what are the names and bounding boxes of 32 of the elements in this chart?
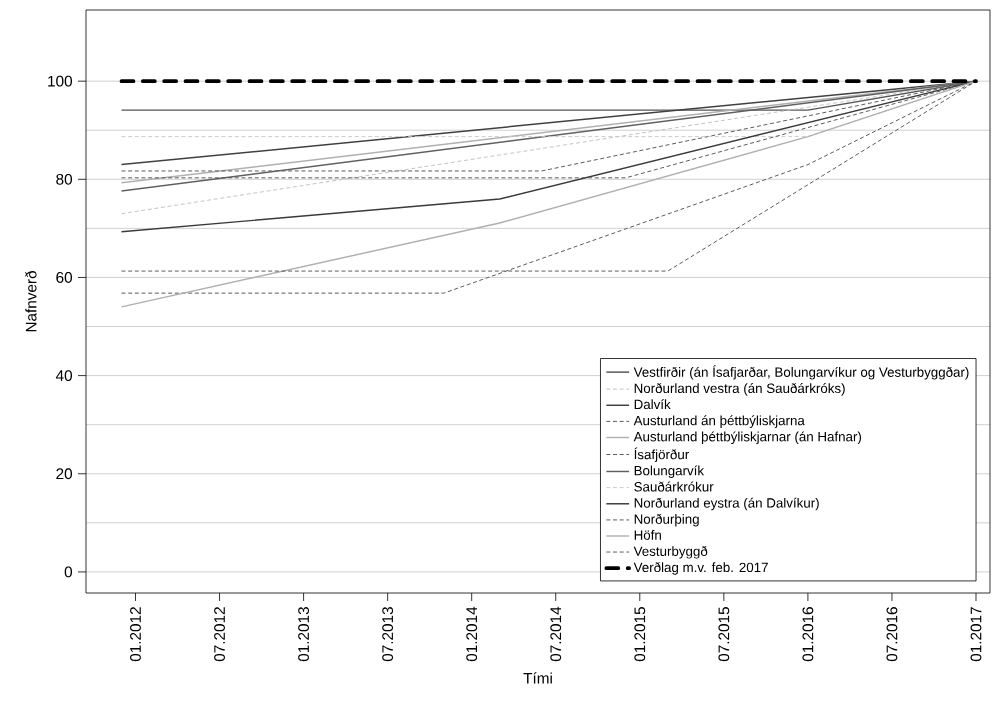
legend-label: Norðurland vestra (án Sauðárkróks) (634, 383, 845, 396)
y-tick-label: 60 (56, 272, 73, 283)
x-tick-label: 01.2016 (802, 607, 814, 662)
y-tick-label: 20 (56, 468, 73, 480)
x-tick-label: 07.2015 (718, 607, 730, 662)
x-tick-label: 01.2015 (634, 607, 646, 662)
legend-label: Vestfirðir (án Ísafjarðar, Bolungarvíkur og Vesturbyggðar) (633, 365, 969, 380)
x-tick-label: 01.2012 (130, 607, 141, 662)
legend-label: Sauðárkrókur (634, 481, 714, 492)
legend-label: Vesturbyggð (633, 545, 708, 559)
y-axis-title: Nafnverð (25, 270, 37, 332)
legend-label: Verðlag m.v. feb. 2017 (633, 562, 768, 575)
legend-label: Norðurland eystra (án Dalvíkur) (634, 497, 819, 511)
legend-label: Ísafjörður (634, 447, 689, 462)
legend-label: Höfn (634, 530, 661, 540)
y-tick-label: 80 (56, 173, 73, 185)
legend-label: Bolungarvík (634, 465, 705, 478)
x-tick-label: 01.2017 (970, 607, 982, 662)
legend-label: Norðurþing (634, 513, 699, 527)
legend-label: Dalvík (634, 399, 671, 410)
x-axis-title: Tími (523, 672, 552, 684)
x-tick-label: 07.2016 (886, 607, 898, 662)
x-tick-label: 01.2013 (298, 607, 310, 662)
legend-label: Austurland þéttbýliskjarnar (án Hafnar) (633, 431, 862, 445)
x-tick-label: 01.2014 (466, 606, 478, 662)
y-tick-label: 0 (64, 566, 73, 578)
x-tick-label: 07.2012 (214, 607, 225, 662)
x-tick-label: 07.2013 (382, 607, 394, 662)
y-tick-label: 100 (48, 75, 73, 87)
y-tick-label: 40 (55, 370, 73, 382)
x-tick-label: 07.2014 (550, 606, 562, 662)
legend-label: Austurland án þéttbýliskjarna (633, 415, 805, 428)
